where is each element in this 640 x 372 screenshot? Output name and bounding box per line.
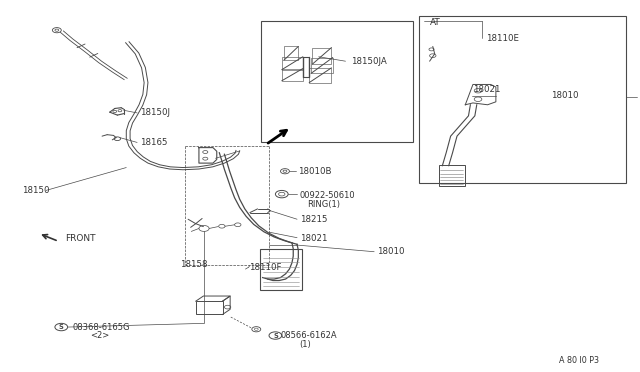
- Bar: [309, 68, 332, 83]
- Bar: [311, 58, 333, 73]
- Text: 08566-6162A: 08566-6162A: [280, 331, 337, 340]
- Text: <2>: <2>: [91, 331, 110, 340]
- Text: A 80 I0 P3: A 80 I0 P3: [559, 356, 599, 365]
- Bar: [419, 16, 626, 183]
- Text: 18010: 18010: [378, 247, 405, 256]
- Text: 18021: 18021: [300, 234, 327, 243]
- Text: 18165: 18165: [140, 138, 168, 147]
- Text: 18010: 18010: [550, 92, 578, 100]
- Bar: [284, 46, 298, 61]
- Bar: [196, 301, 223, 314]
- Text: 18110E: 18110E: [486, 34, 518, 43]
- Text: S: S: [59, 324, 63, 330]
- Bar: [261, 20, 413, 142]
- Bar: [282, 57, 303, 70]
- Text: RING(1): RING(1): [307, 200, 340, 209]
- Text: FRONT: FRONT: [65, 234, 95, 243]
- Text: 18110F: 18110F: [248, 263, 281, 272]
- Text: 18010B: 18010B: [298, 167, 331, 176]
- Bar: [312, 48, 332, 64]
- Text: 18021: 18021: [473, 85, 500, 94]
- Text: 00922-50610: 00922-50610: [300, 191, 355, 200]
- Text: 08368-6165G: 08368-6165G: [73, 323, 131, 331]
- Text: 18215: 18215: [300, 215, 327, 224]
- Text: 18150: 18150: [22, 186, 49, 195]
- Text: AT: AT: [429, 18, 440, 27]
- Bar: [260, 249, 301, 290]
- Text: 18158: 18158: [180, 260, 207, 269]
- Text: S: S: [273, 333, 278, 339]
- Bar: [282, 68, 303, 81]
- Bar: [438, 164, 465, 186]
- Text: 18150J: 18150J: [140, 108, 170, 118]
- Text: 18150JA: 18150JA: [351, 57, 387, 66]
- Text: (1): (1): [300, 340, 311, 349]
